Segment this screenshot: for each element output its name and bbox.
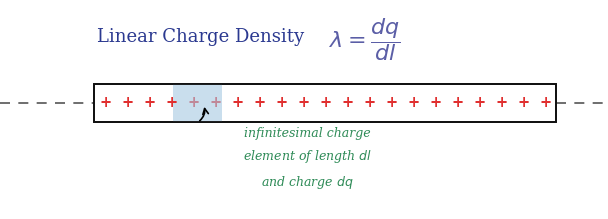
- Text: +: +: [539, 95, 551, 110]
- Text: +: +: [165, 95, 178, 110]
- Text: +: +: [473, 95, 485, 110]
- Text: +: +: [341, 95, 353, 110]
- Text: +: +: [385, 95, 398, 110]
- Text: +: +: [187, 95, 199, 110]
- Text: +: +: [517, 95, 530, 110]
- Text: +: +: [275, 95, 288, 110]
- Text: +: +: [209, 95, 221, 110]
- Text: +: +: [429, 95, 441, 110]
- Text: +: +: [253, 95, 265, 110]
- Text: $\lambda=\dfrac{dq}{dl}$: $\lambda=\dfrac{dq}{dl}$: [329, 16, 401, 63]
- Text: +: +: [451, 95, 463, 110]
- Text: infinitesimal charge
element of length $dl$
and charge $dq$: infinitesimal charge element of length $…: [243, 127, 371, 191]
- Text: +: +: [231, 95, 243, 110]
- Text: +: +: [363, 95, 375, 110]
- Bar: [94, 84, 556, 122]
- Bar: [173, 84, 222, 122]
- Text: +: +: [99, 95, 111, 110]
- Text: +: +: [297, 95, 309, 110]
- Bar: [94, 84, 556, 122]
- Text: +: +: [407, 95, 420, 110]
- Text: Linear Charge Density: Linear Charge Density: [97, 28, 304, 46]
- Text: +: +: [496, 95, 507, 110]
- Text: +: +: [143, 95, 155, 110]
- Text: +: +: [319, 95, 331, 110]
- Text: +: +: [121, 95, 133, 110]
